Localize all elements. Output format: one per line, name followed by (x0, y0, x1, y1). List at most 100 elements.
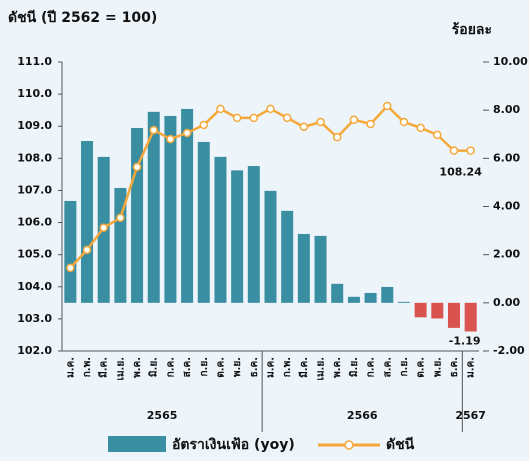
line-marker (349, 115, 359, 125)
bar (297, 233, 310, 303)
bar (347, 296, 360, 303)
legend-label: อัตราเงินเฟ้อ (yoy) (172, 437, 295, 453)
y2-tick-label: 2.00 (493, 248, 520, 261)
bar (331, 283, 344, 303)
y-tick-label: 110.0 (17, 87, 52, 100)
x-tick-label: มี.ค. (98, 357, 110, 378)
bar (131, 127, 144, 303)
line-marker (249, 113, 259, 123)
line-marker (66, 263, 75, 273)
y-tick-label: 105.0 (17, 248, 52, 261)
y2-tick-label: 0.00 (493, 296, 520, 309)
x-group-label: 2565 (147, 409, 178, 422)
line-marker (132, 162, 142, 172)
x-tick-label: ส.ค. (182, 357, 193, 377)
line-marker (149, 125, 158, 135)
x-tick-label: ต.ค. (215, 357, 226, 378)
line-marker (99, 223, 108, 232)
line-marker (383, 101, 392, 111)
x-tick-label: พ.ย. (232, 357, 243, 377)
x-tick-label: ก.พ. (82, 357, 93, 377)
bar (447, 302, 460, 328)
line-marker (299, 122, 309, 132)
x-tick-label: เม.ย. (115, 357, 126, 380)
line-marker (466, 146, 475, 155)
line-marker (399, 117, 409, 127)
bar (281, 210, 294, 303)
x-group-label: 2567 (455, 409, 486, 422)
y2-title: ร้อยละ (452, 22, 492, 38)
y-tick-label: 103.0 (17, 312, 52, 325)
bar (247, 166, 260, 303)
bar (147, 111, 160, 303)
x-tick-label: มี.ค. (298, 357, 310, 378)
x-tick-label: เม.ย. (316, 357, 327, 380)
x-tick-label: ธ.ค. (249, 357, 260, 377)
line-marker (216, 104, 225, 114)
line-marker (316, 117, 325, 127)
line-marker (199, 120, 209, 130)
line-marker (332, 132, 342, 142)
y-tick-label: 108.0 (17, 151, 52, 164)
bar (381, 286, 394, 303)
x-tick-label: พ.ค. (132, 357, 143, 378)
bar (81, 140, 94, 303)
x-tick-label: มิ.ย. (348, 357, 360, 377)
x-tick-label: ต.ค. (416, 357, 427, 378)
x-tick-label: ก.ย. (399, 357, 410, 377)
x-tick-label: ธ.ค. (449, 357, 460, 377)
legend-swatch (108, 436, 166, 452)
y2-tick-label: 4.00 (493, 200, 520, 213)
data-label: 108.24 (439, 166, 482, 179)
y-tick-label: 106.0 (17, 216, 52, 229)
x-tick-label: ม.ค. (466, 357, 477, 378)
line-marker (282, 113, 292, 123)
line-marker (232, 113, 242, 123)
bar (314, 235, 327, 303)
chart-title: ดัชนี (ปี 2562 = 100) (8, 10, 157, 26)
y-tick-label: 102.0 (17, 344, 52, 357)
y2-tick-label: 10.00 (493, 55, 528, 68)
bar (431, 302, 444, 319)
line-marker (449, 146, 459, 155)
bar (364, 292, 377, 303)
x-tick-label: ก.พ. (282, 357, 293, 377)
line-marker (416, 123, 425, 133)
y2-tick-label: 6.00 (493, 151, 520, 164)
line-marker (166, 134, 175, 144)
bar (214, 156, 227, 303)
bar (231, 170, 244, 303)
x-tick-label: พ.ย. (432, 357, 443, 377)
x-tick-label: พ.ค. (332, 357, 343, 378)
bar (464, 302, 477, 332)
x-tick-label: มิ.ย. (148, 357, 160, 377)
bar (414, 302, 427, 318)
line-marker (116, 213, 125, 222)
y-tick-label: 111.0 (17, 55, 52, 68)
line-marker (182, 128, 192, 138)
bar (181, 108, 194, 303)
legend-label: ดัชนี (386, 437, 415, 453)
x-tick-label: ม.ค. (65, 357, 76, 378)
bar (397, 301, 410, 303)
bar (264, 190, 277, 303)
line-marker (366, 119, 375, 129)
x-tick-label: ก.ค. (165, 357, 176, 377)
x-group-label: 2566 (347, 409, 378, 422)
line-marker (82, 245, 92, 255)
y2-tick-label: -2.00 (493, 344, 525, 357)
x-tick-label: ม.ค. (266, 357, 277, 378)
x-tick-label: ก.ย. (199, 357, 210, 377)
legend-swatch (344, 440, 354, 450)
line-marker (433, 130, 442, 140)
bar (197, 141, 210, 303)
y2-tick-label: 8.00 (493, 103, 520, 116)
bar (64, 200, 77, 303)
line-marker (266, 104, 275, 114)
y-tick-label: 107.0 (17, 183, 52, 196)
y-tick-label: 109.0 (17, 119, 52, 132)
bar (164, 115, 177, 303)
data-label: -1.19 (449, 334, 481, 347)
x-tick-label: ก.ค. (366, 357, 377, 377)
